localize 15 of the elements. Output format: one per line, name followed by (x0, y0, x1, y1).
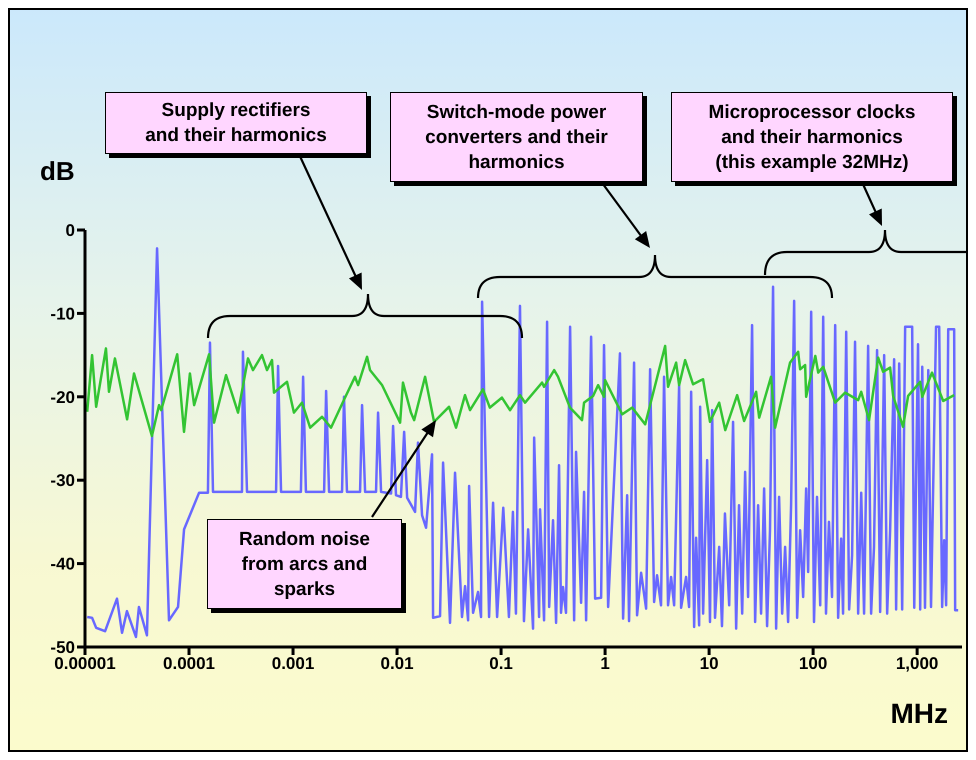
y-tick-label: -10 (50, 304, 75, 324)
y-tick-label: -30 (50, 471, 75, 490)
x-tick-label: 1 (600, 654, 610, 674)
x-tick-label: 0.0001 (163, 654, 216, 674)
y-tick-label: 0 (66, 221, 75, 240)
x-tick-label: 100 (798, 654, 828, 674)
y-tick-label: -20 (50, 388, 75, 407)
x-tick-label: 0.01 (380, 654, 414, 674)
x-tick-label: 0.1 (489, 654, 513, 674)
x-tick-label: 1,000 (896, 654, 938, 674)
y-axis-title: dB (40, 156, 75, 187)
x-tick-label: 0.001 (272, 654, 314, 674)
x-tick-label: 10 (700, 654, 719, 674)
y-tick-label: -40 (50, 554, 75, 574)
x-axis-title: MHz (890, 698, 948, 730)
